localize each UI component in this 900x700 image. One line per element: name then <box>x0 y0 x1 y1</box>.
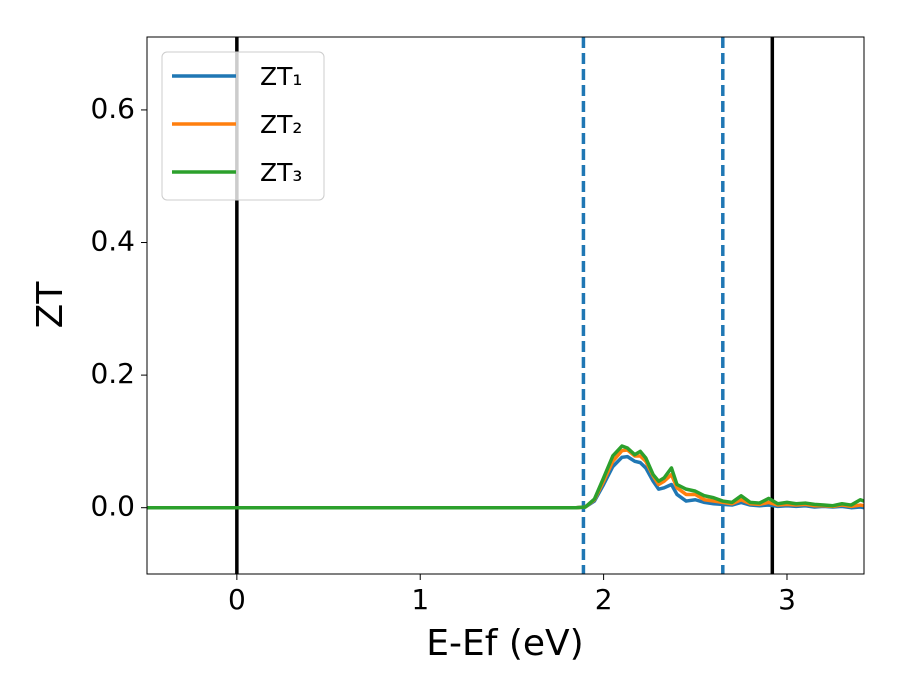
y-axis-label: ZT <box>30 281 71 329</box>
x-tick-label: 0 <box>228 583 246 616</box>
x-tick-label: 1 <box>411 583 429 616</box>
plot-frame <box>146 36 865 575</box>
legend-label: ZT₃ <box>260 158 302 187</box>
plot-area <box>147 37 864 574</box>
y-tick-label: 0.2 <box>90 357 135 390</box>
x-tick-label: 2 <box>595 583 613 616</box>
legend-label: ZT₁ <box>260 62 302 91</box>
y-tick-label: 0.0 <box>90 490 135 523</box>
legend: ZT₁ ZT₂ ZT₃ <box>161 51 325 201</box>
series-line <box>147 454 864 510</box>
y-tick-label: 0.4 <box>90 225 135 258</box>
legend-box <box>161 51 325 201</box>
series-line <box>147 444 864 510</box>
x-axis-label: E-Ef (eV) <box>426 623 583 664</box>
x-tick-label: 3 <box>778 583 796 616</box>
series-line <box>147 448 864 510</box>
legend-label: ZT₂ <box>260 110 302 139</box>
y-tick-label: 0.6 <box>90 92 135 125</box>
